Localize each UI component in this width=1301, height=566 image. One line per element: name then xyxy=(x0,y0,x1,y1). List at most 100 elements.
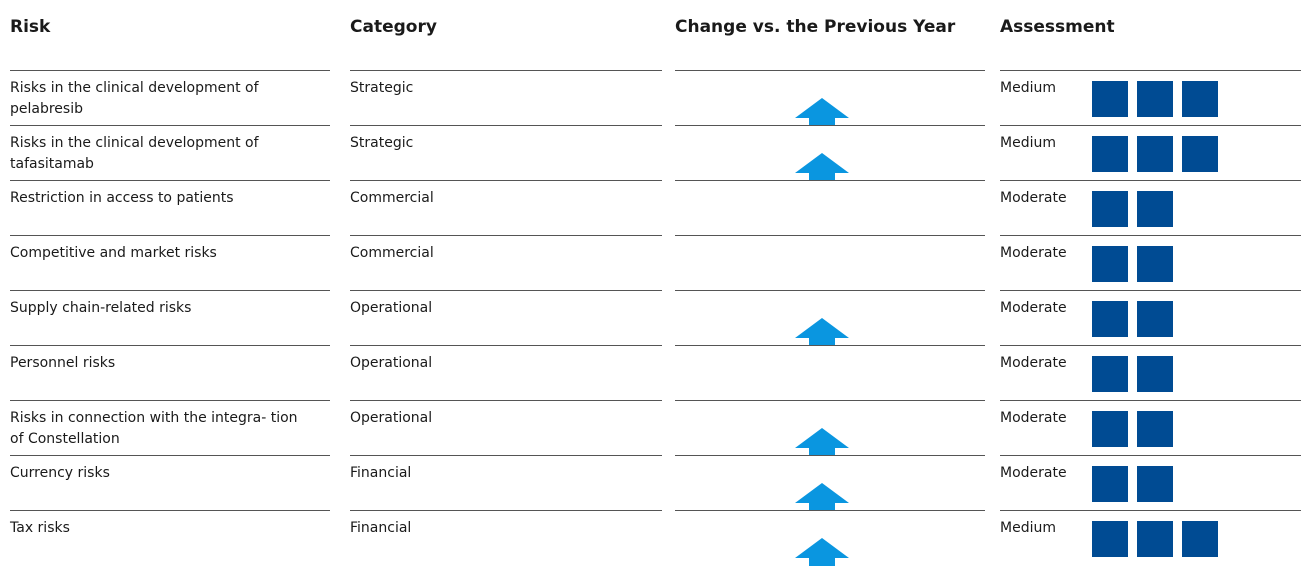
arrow-shape xyxy=(795,318,849,346)
row-divider xyxy=(1000,70,1301,71)
row-divider xyxy=(675,455,985,456)
row-divider xyxy=(10,510,330,511)
assessment-cell: Moderate xyxy=(1000,245,1067,261)
category-cell: Financial xyxy=(350,465,412,481)
row-divider xyxy=(675,400,985,401)
risk-cell: Tax risks xyxy=(10,520,70,536)
assessment-cell: Medium xyxy=(1000,135,1056,151)
rating-square xyxy=(1092,466,1128,502)
rating-square xyxy=(1137,411,1173,447)
assessment-cell: Medium xyxy=(1000,80,1056,96)
up-arrow xyxy=(795,98,849,126)
row-divider xyxy=(1000,510,1301,511)
arrow-shape xyxy=(795,428,849,456)
rating-square xyxy=(1137,191,1173,227)
row-divider xyxy=(10,400,330,401)
rating-square xyxy=(1092,191,1128,227)
risk-cell: Currency risks xyxy=(10,465,110,481)
rating-square xyxy=(1137,301,1173,337)
risk-cell: Risks in connection with the integra- ti… xyxy=(10,410,298,447)
rating-square xyxy=(1137,521,1173,557)
row-divider xyxy=(675,510,985,511)
rating-square xyxy=(1182,81,1218,117)
up-arrow xyxy=(795,483,849,511)
up-arrow xyxy=(795,538,849,566)
row-divider xyxy=(10,70,330,71)
row-divider xyxy=(350,455,662,456)
rating-square xyxy=(1092,136,1128,172)
row-divider xyxy=(675,70,985,71)
row-divider xyxy=(10,290,330,291)
risk-cell: Supply chain-related risks xyxy=(10,300,192,316)
category-cell: Commercial xyxy=(350,245,434,261)
assessment-cell: Medium xyxy=(1000,520,1056,536)
arrow-shape xyxy=(795,538,849,566)
risk-cell: Risks in the clinical development of taf… xyxy=(10,135,259,172)
row-divider xyxy=(1000,290,1301,291)
up-arrow xyxy=(795,153,849,181)
rating-square xyxy=(1092,246,1128,282)
category-cell: Operational xyxy=(350,355,433,371)
row-divider xyxy=(350,345,662,346)
row-divider xyxy=(10,125,330,126)
row-divider xyxy=(675,235,985,236)
category-cell: Operational xyxy=(350,410,433,426)
row-divider xyxy=(10,345,330,346)
row-divider xyxy=(350,400,662,401)
rating-square xyxy=(1092,521,1128,557)
row-divider xyxy=(1000,125,1301,126)
category-cell: Financial xyxy=(350,520,412,536)
row-divider xyxy=(10,455,330,456)
risk-cell: Competitive and market risks xyxy=(10,245,217,261)
category-cell: Strategic xyxy=(350,80,414,96)
row-divider xyxy=(675,180,985,181)
row-divider xyxy=(350,290,662,291)
arrow-shape xyxy=(795,483,849,511)
category-cell: Strategic xyxy=(350,135,414,151)
rating-square xyxy=(1092,356,1128,392)
row-divider xyxy=(10,235,330,236)
arrow-shape xyxy=(795,98,849,126)
header-cell: Change vs. the Previous Year xyxy=(675,17,956,37)
rating-square xyxy=(1137,81,1173,117)
up-arrow xyxy=(795,318,849,346)
assessment-cell: Moderate xyxy=(1000,190,1067,206)
row-divider xyxy=(350,510,662,511)
assessment-cell: Moderate xyxy=(1000,355,1067,371)
risk-cell: Restriction in access to patients xyxy=(10,190,234,206)
row-divider xyxy=(675,125,985,126)
assessment-cell: Moderate xyxy=(1000,465,1067,481)
risk-cell: Risks in the clinical development of pel… xyxy=(10,80,259,117)
row-divider xyxy=(675,290,985,291)
rating-square xyxy=(1137,466,1173,502)
row-divider xyxy=(10,180,330,181)
up-arrow xyxy=(795,428,849,456)
assessment-cell: Moderate xyxy=(1000,410,1067,426)
row-divider xyxy=(1000,180,1301,181)
row-divider xyxy=(1000,455,1301,456)
row-divider xyxy=(350,70,662,71)
row-divider xyxy=(350,125,662,126)
rating-square xyxy=(1182,521,1218,557)
row-divider xyxy=(675,345,985,346)
header-cell: Category xyxy=(350,17,437,37)
rating-square xyxy=(1137,136,1173,172)
rating-square xyxy=(1182,136,1218,172)
rating-square xyxy=(1137,356,1173,392)
row-divider xyxy=(1000,235,1301,236)
rating-square xyxy=(1092,411,1128,447)
row-divider xyxy=(350,180,662,181)
header-cell: Risk xyxy=(10,17,51,37)
row-divider xyxy=(1000,400,1301,401)
header-cell: Assessment xyxy=(1000,17,1115,37)
arrow-shape xyxy=(795,153,849,181)
assessment-cell: Moderate xyxy=(1000,300,1067,316)
rating-square xyxy=(1092,301,1128,337)
rating-square xyxy=(1092,81,1128,117)
risk-cell: Personnel risks xyxy=(10,355,116,371)
category-cell: Operational xyxy=(350,300,433,316)
row-divider xyxy=(1000,345,1301,346)
row-divider xyxy=(350,235,662,236)
rating-square xyxy=(1137,246,1173,282)
